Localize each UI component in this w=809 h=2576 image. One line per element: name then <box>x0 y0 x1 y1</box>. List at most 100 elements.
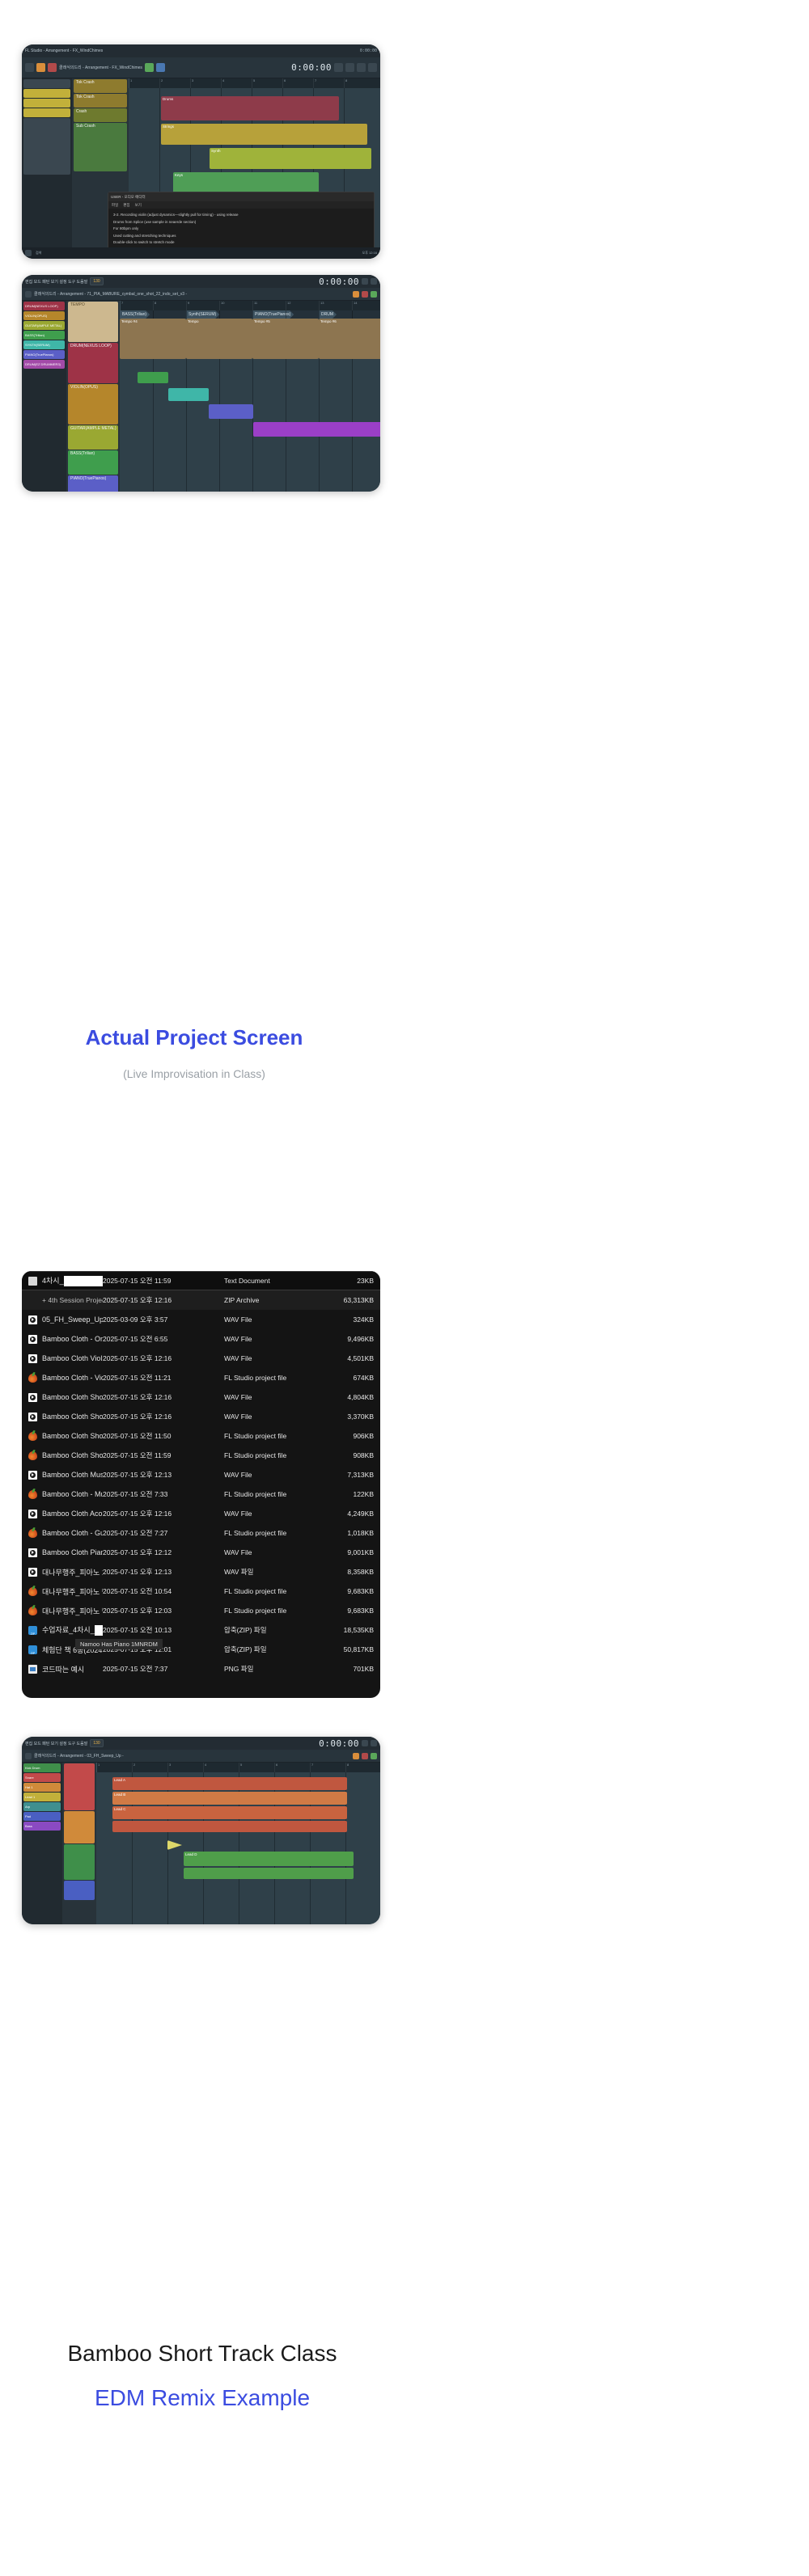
file-row[interactable]: + 4th Session Project, WAV Collection202… <box>22 1290 380 1310</box>
mixer-strip[interactable]: VIOLIN(OPUS) <box>23 311 65 320</box>
file-name[interactable]: Bamboo Cloth - Music Box Template <box>42 1490 103 1498</box>
daw2-channel-column[interactable]: TEMPO DRUM(NEXUS LOOP) VIOLIN(OPUS) GUIT… <box>66 301 120 492</box>
tempo-clip[interactable]: Tempo #5 <box>252 319 319 359</box>
tempo-clip[interactable]: Tempo #4 <box>120 319 186 359</box>
file-row[interactable]: 체험단 책 6종(2024, 2025 프로젝트 제공본)2025-07-15 … <box>22 1640 380 1659</box>
popup-menu-file[interactable]: 파일 <box>112 202 119 207</box>
mixer-strip[interactable]: SYNTH(SERUM) <box>23 340 65 349</box>
mixer-strip[interactable]: DRUM(NEXUS LOOP) <box>23 302 65 310</box>
settings-icon[interactable] <box>371 278 377 285</box>
daw1-titlebar[interactable]: FL Studio - Arrangement - FX_WindChimes … <box>22 44 380 57</box>
mixer-strip[interactable]: BASS(Trilian) <box>23 331 65 340</box>
arrangement-marker[interactable]: DRUM <box>319 310 337 319</box>
clip[interactable]: Lead B <box>112 1792 347 1805</box>
mixer-strip[interactable]: Arp <box>23 1802 61 1811</box>
file-name[interactable]: 대나무행주_피아노 140BPM <box>42 1568 103 1577</box>
windows-start-icon[interactable] <box>25 250 32 256</box>
clip[interactable] <box>253 422 380 437</box>
file-row[interactable]: 대나무행주_피아노 템플릿(코드분석 포함)2025-07-15 오전 10:5… <box>22 1581 380 1601</box>
mixer-icon[interactable] <box>362 1740 368 1746</box>
daw2-mixer-column[interactable]: DRUM(NEXUS LOOP) VIOLIN(OPUS) GUITAR(AMP… <box>22 301 66 492</box>
channel-item[interactable]: VIOLIN(OPUS) <box>68 384 118 424</box>
channel-item[interactable] <box>64 1811 95 1843</box>
mixer-strip[interactable]: DRUM(EZ DRUMMER3) <box>23 360 65 369</box>
file-name[interactable]: 대나무행주_피아노 템플릿(코드분석 포함) <box>42 1587 103 1596</box>
settings-icon[interactable] <box>371 1740 377 1746</box>
channel-item[interactable]: Sub Crash <box>74 123 127 171</box>
channel-item[interactable]: DRUM(NEXUS LOOP) <box>68 343 118 383</box>
channel-item[interactable]: Crash <box>74 108 127 122</box>
clip[interactable] <box>209 404 253 419</box>
mixer-strip[interactable] <box>23 99 70 108</box>
file-row[interactable]: 대나무행주_피아노 140BPM2025-07-15 오후 12:13 WAV 파… <box>22 1562 380 1581</box>
mixer-strip[interactable] <box>23 89 70 98</box>
file-name[interactable]: Bamboo Cloth Shorts EDM 130BPM <box>42 1393 103 1401</box>
file-row[interactable]: Bamboo Cloth - Original Voice2025-07-15 … <box>22 1329 380 1349</box>
mixer-strip[interactable]: Bass <box>23 1822 61 1831</box>
daw1-toolbar[interactable]: 클래식의드리 - Arrangement - FX_WindChimes 0:0… <box>22 57 380 78</box>
channel-item[interactable]: Tok Crash <box>74 79 127 93</box>
file-row[interactable]: 대나무행주_피아노 템플릿(코드분석 포함)_1...2025-07-15 오후… <box>22 1601 380 1620</box>
loop-icon[interactable] <box>371 290 377 298</box>
tempo-clip[interactable]: Tempo #6 <box>319 319 380 359</box>
channel-item-tempo[interactable]: TEMPO <box>68 302 118 342</box>
file-name[interactable]: + 4th Session Project, WAV Collection <box>42 1296 103 1304</box>
file-row[interactable]: Bamboo Cloth Shorts EDM Template2025-07-… <box>22 1426 380 1446</box>
daw2-marker-row[interactable]: BASS(Trilian) Synth(SERUM) PIANO(TruePia… <box>120 310 380 319</box>
file-name[interactable]: 수업자료_4차시_ <box>42 1624 103 1636</box>
play-icon[interactable] <box>36 63 45 72</box>
file-row[interactable]: Bamboo Cloth - Guitar Template2025-07-15… <box>22 1523 380 1543</box>
arrangement-marker[interactable]: PIANO(TruePianos) <box>252 310 294 319</box>
daw2-toolbar[interactable]: 클래식의드리 - Arrangement - 71_PIA_MABURE_cym… <box>22 288 380 301</box>
clip[interactable] <box>138 372 168 383</box>
tempo-clip[interactable]: Tempo <box>186 319 252 359</box>
daw3-bpm-field[interactable]: 130 <box>90 1739 104 1747</box>
mixer-strip[interactable]: PIANO(TruePianos) <box>23 350 65 359</box>
taskbar[interactable]: 검색 오후 12:16 <box>22 247 380 259</box>
clip[interactable]: Lead A <box>112 1777 347 1790</box>
record-icon[interactable] <box>362 1752 368 1759</box>
mixer-strip[interactable]: Snare <box>23 1773 61 1782</box>
mixer-strip[interactable]: Kick Drum <box>23 1763 61 1772</box>
file-name[interactable]: 대나무행주_피아노 템플릿(코드분석 포함)_1... <box>42 1607 103 1615</box>
file-row[interactable]: 코드따는 예시 2025-07-15 오전 7:37 PNG 파일 701KB <box>22 1659 380 1679</box>
file-explorer-panel[interactable]: 4차시_ 2025-07-15 오전 11:59 Text Document 23KB… <box>22 1271 380 1698</box>
file-name[interactable]: 4차시_ <box>42 1275 103 1287</box>
piano-roll-icon[interactable] <box>357 63 366 72</box>
mixer-strip[interactable]: Hat 1 <box>23 1783 61 1792</box>
clip[interactable]: Drums <box>161 96 339 120</box>
file-row[interactable]: Bamboo Cloth Violin 100BPM2025-07-15 오후 … <box>22 1349 380 1368</box>
file-row[interactable]: Bamboo Cloth Shorts EDM 187BPM2025-07-15… <box>22 1407 380 1426</box>
channel-item[interactable] <box>64 1881 95 1900</box>
file-name[interactable]: Bamboo Cloth Acoustic Guitar 96BPM <box>42 1510 103 1518</box>
file-row[interactable]: Bamboo Cloth Shorts EDM 130BPM2025-07-15… <box>22 1387 380 1407</box>
mixer-strip[interactable]: Pad <box>23 1812 61 1821</box>
file-name[interactable]: Bamboo Cloth - Original Voice <box>42 1335 103 1343</box>
menu-icon[interactable] <box>25 1752 32 1759</box>
popup-titlebar[interactable]: USER - 오디오 에디터 <box>108 192 374 201</box>
daw3-toolbar[interactable]: 클래식의드리 - Arrangement - 03_FH_Sweep_Up - <box>22 1750 380 1763</box>
file-row[interactable]: 수업자료_4차시_2025-07-15 오전 10:13 압축(ZIP) 파일 18… <box>22 1620 380 1640</box>
mixer-strip[interactable] <box>23 108 70 117</box>
popup-menu-view[interactable]: 보기 <box>134 202 142 207</box>
daw2-titlebar[interactable]: 편집 모드 패턴 보기 설정 도구 도움말 130 0:00:00 <box>22 275 380 288</box>
channel-item[interactable] <box>64 1844 95 1880</box>
file-name[interactable]: Bamboo Cloth Piano 130BPM <box>42 1548 103 1556</box>
file-list[interactable]: 4차시_ 2025-07-15 오전 11:59 Text Document 23KB… <box>22 1271 380 1679</box>
daw1-channel-column[interactable]: Tok Crash Tok Crash Crash Sub Crash <box>72 78 129 259</box>
file-row[interactable]: Bamboo Cloth Piano 130BPM2025-07-15 오후 1… <box>22 1543 380 1562</box>
clip[interactable]: Strings <box>161 124 367 145</box>
file-name[interactable]: Bamboo Cloth - Violin Template <box>42 1374 103 1382</box>
mixer-strip[interactable]: Lead 1 <box>23 1793 61 1801</box>
menu-icon[interactable] <box>25 290 32 298</box>
play-icon[interactable] <box>353 290 359 298</box>
popup-menubar[interactable]: 파일 편집 보기 <box>108 201 374 209</box>
file-name[interactable]: Bamboo Cloth Violin 100BPM <box>42 1354 103 1362</box>
clip[interactable] <box>168 388 209 401</box>
arrangement-marker[interactable]: Synth(SERUM) <box>186 310 219 319</box>
mixer-strip[interactable] <box>23 118 70 175</box>
channel-item[interactable]: PIANO(TruePianos) <box>68 475 118 492</box>
